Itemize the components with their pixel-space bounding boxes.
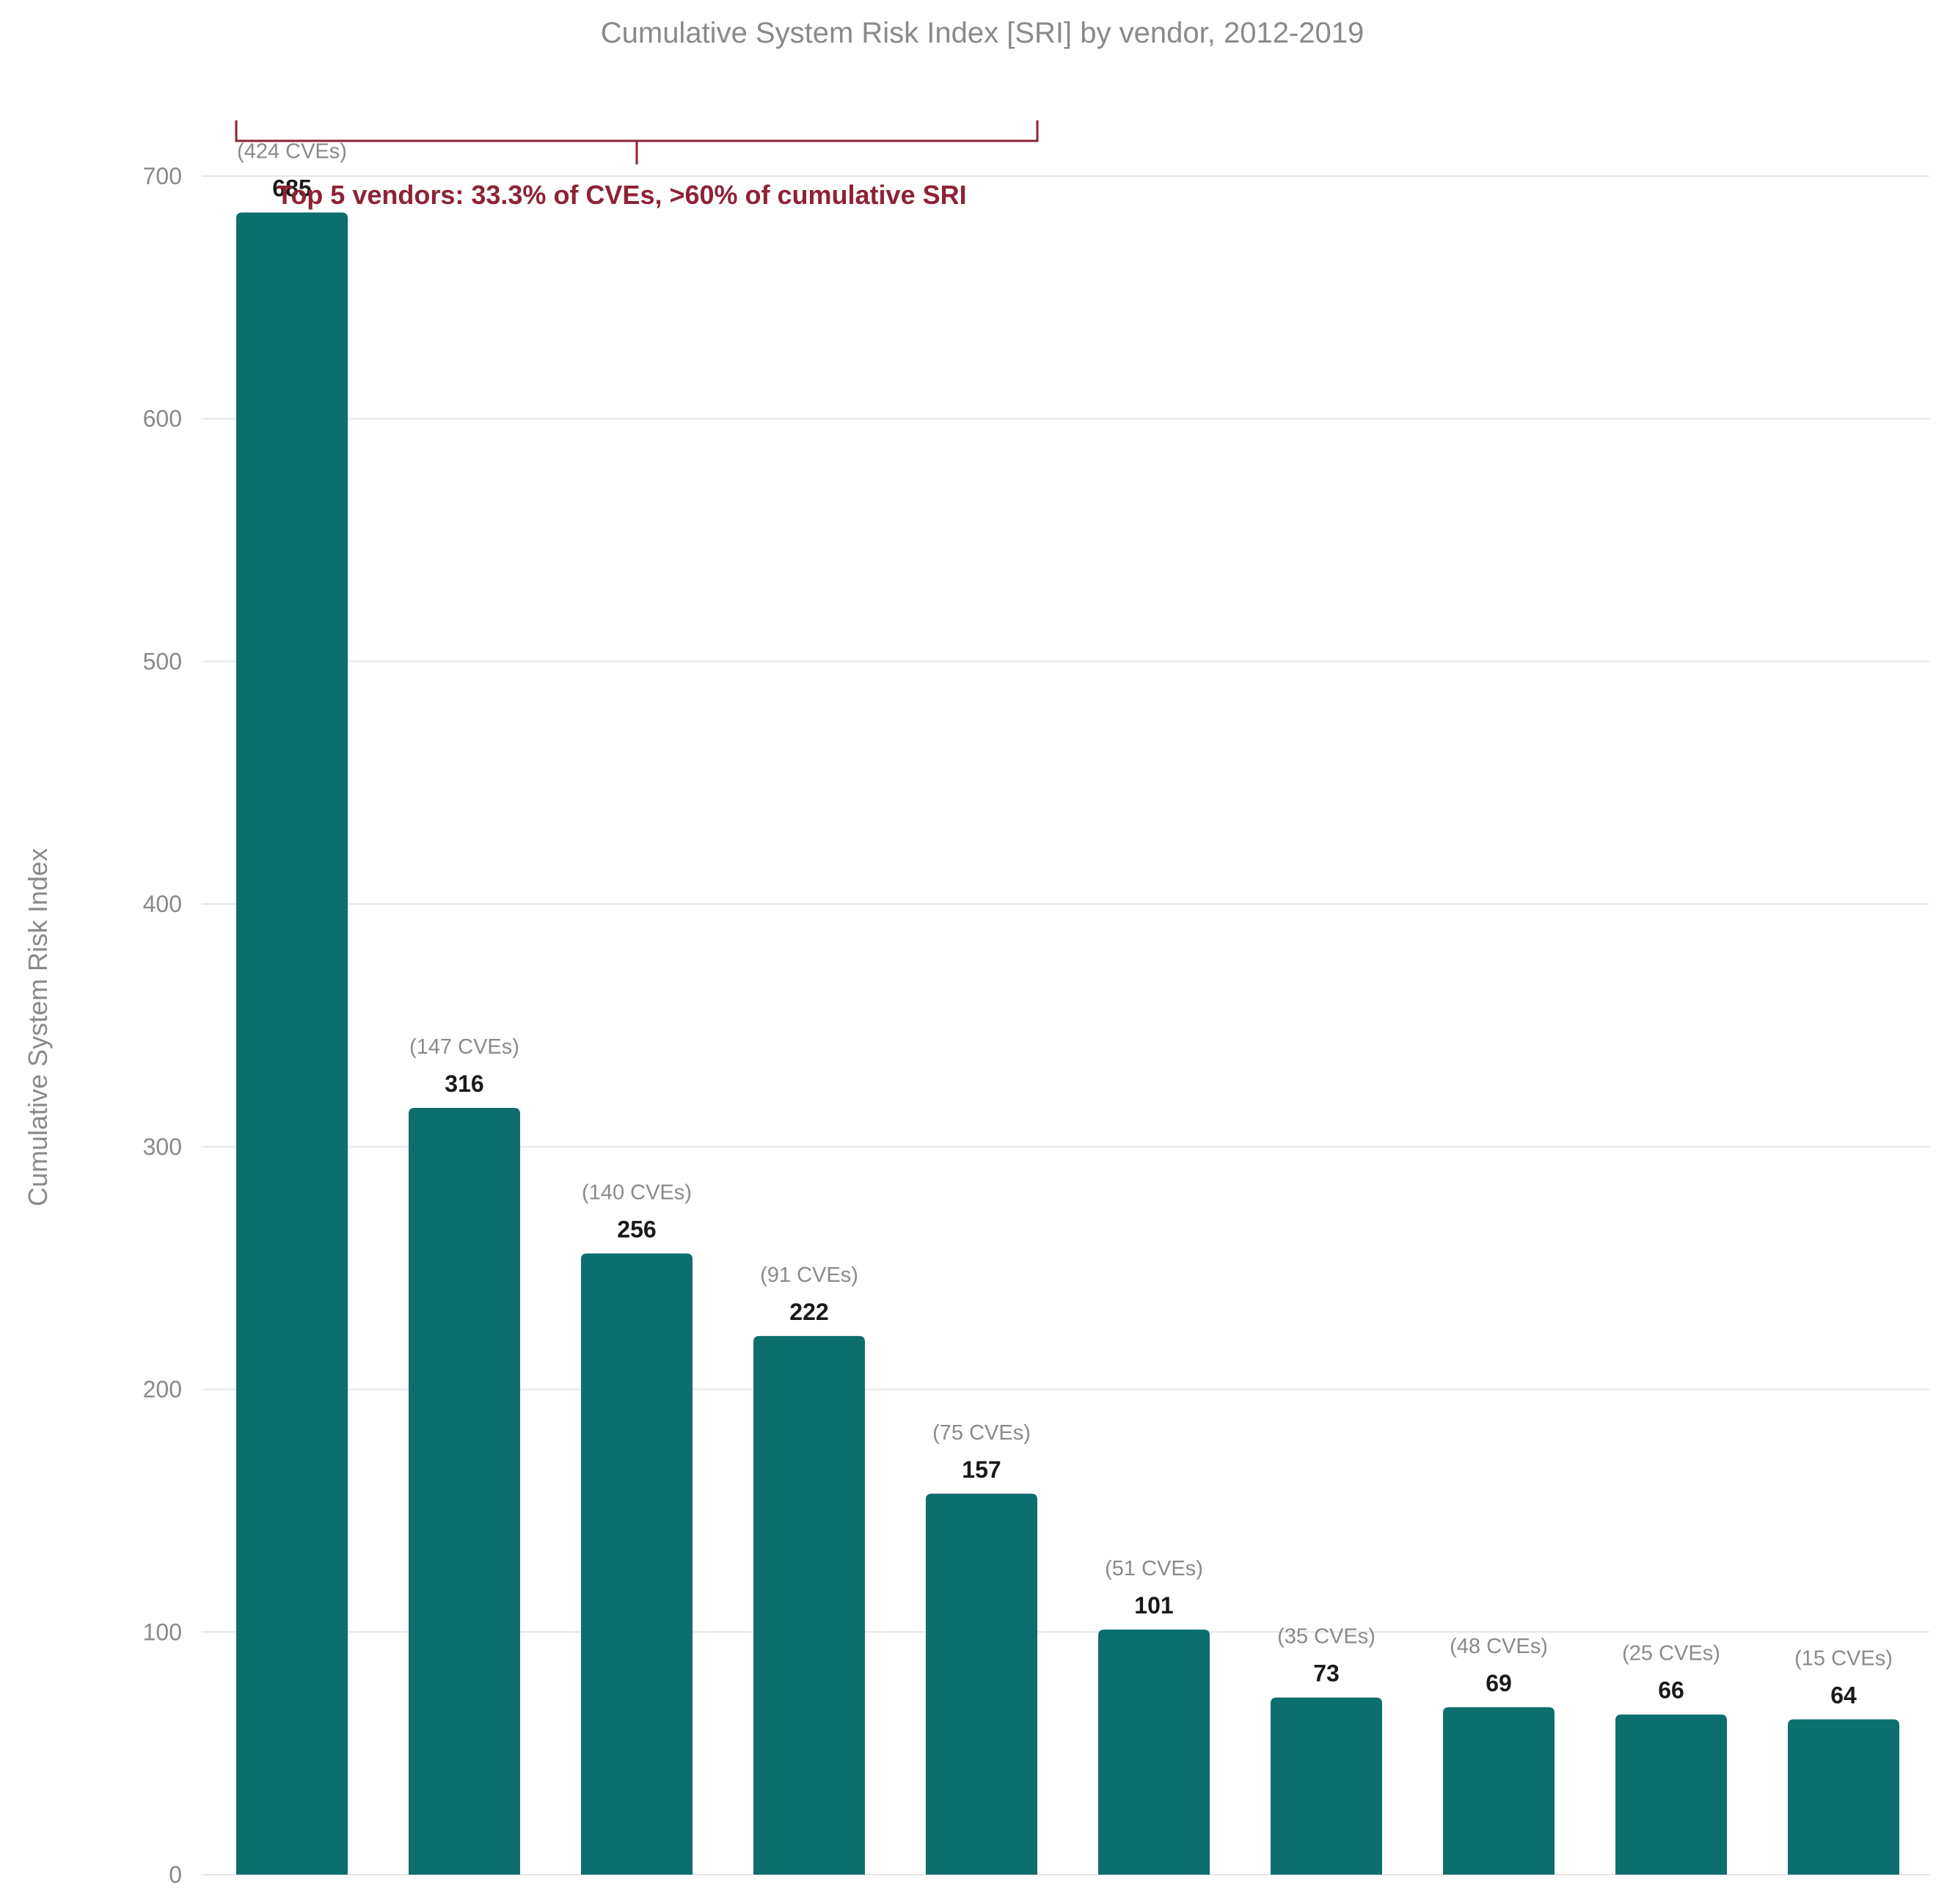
bar-5 <box>926 1493 1037 1875</box>
y-tick-label: 500 <box>143 648 182 674</box>
bar-6 <box>1098 1629 1210 1875</box>
bar-8 <box>1443 1707 1555 1875</box>
bar-cve-label: (91 CVEs) <box>760 1263 858 1287</box>
bar-value-label: 73 <box>1313 1660 1340 1687</box>
y-axis-label: Cumulative System Risk Index <box>23 848 53 1206</box>
bar-cve-label: (140 CVEs) <box>582 1181 692 1204</box>
bar-cve-label: (48 CVEs) <box>1450 1635 1548 1658</box>
bar-cve-label: (51 CVEs) <box>1105 1557 1203 1580</box>
annotation-bracket <box>235 120 1039 164</box>
y-tick-label: 0 <box>169 1861 182 1888</box>
y-axis-ticks: 0 100 200 300 400 500 600 700 <box>143 163 182 1888</box>
bar-cve-label: (15 CVEs) <box>1794 1646 1893 1670</box>
annotation-text: Top 5 vendors: 33.3% of CVEs, >60% of cu… <box>277 180 967 210</box>
bar-cve-label: (25 CVEs) <box>1622 1642 1720 1666</box>
bar-value-label: 316 <box>445 1070 483 1097</box>
bar-labels: 685 (424 CVEs) 316 (147 CVEs) 256 (140 CVEs) 2… <box>237 140 1893 1709</box>
y-tick-label: 400 <box>143 891 182 917</box>
bar-2 <box>409 1107 520 1875</box>
bar-value-label: 222 <box>789 1299 828 1325</box>
annotation: Top 5 vendors: 33.3% of CVEs, >60% of cu… <box>235 120 1039 210</box>
y-tick-label: 700 <box>143 163 182 189</box>
bar-10 <box>1788 1719 1899 1875</box>
bar-cve-label: (147 CVEs) <box>409 1035 519 1059</box>
bar-value-label: 69 <box>1486 1670 1512 1696</box>
bar-3 <box>581 1253 693 1875</box>
bar-value-label: 256 <box>617 1216 656 1242</box>
bar-7 <box>1271 1697 1382 1875</box>
bar-value-label: 66 <box>1658 1677 1684 1704</box>
chart-title: Cumulative System Risk Index [SRI] by ve… <box>601 17 1365 49</box>
bars <box>236 212 1899 1875</box>
bar-cve-label: (424 CVEs) <box>237 140 347 164</box>
bar-value-label: 685 <box>272 175 311 202</box>
bar-cve-label: (35 CVEs) <box>1277 1625 1376 1649</box>
y-tick-label: 600 <box>143 406 182 432</box>
bar-cve-label: (75 CVEs) <box>932 1421 1031 1445</box>
y-tick-label: 200 <box>143 1376 182 1403</box>
bar-value-label: 157 <box>962 1456 1001 1483</box>
bar-value-label: 101 <box>1134 1592 1173 1619</box>
bar-4 <box>753 1335 865 1875</box>
y-tick-label: 300 <box>143 1134 182 1160</box>
bar-value-label: 64 <box>1830 1682 1857 1708</box>
y-tick-label: 100 <box>143 1619 182 1645</box>
bar-1 <box>236 212 348 1875</box>
bar-9 <box>1615 1714 1727 1875</box>
